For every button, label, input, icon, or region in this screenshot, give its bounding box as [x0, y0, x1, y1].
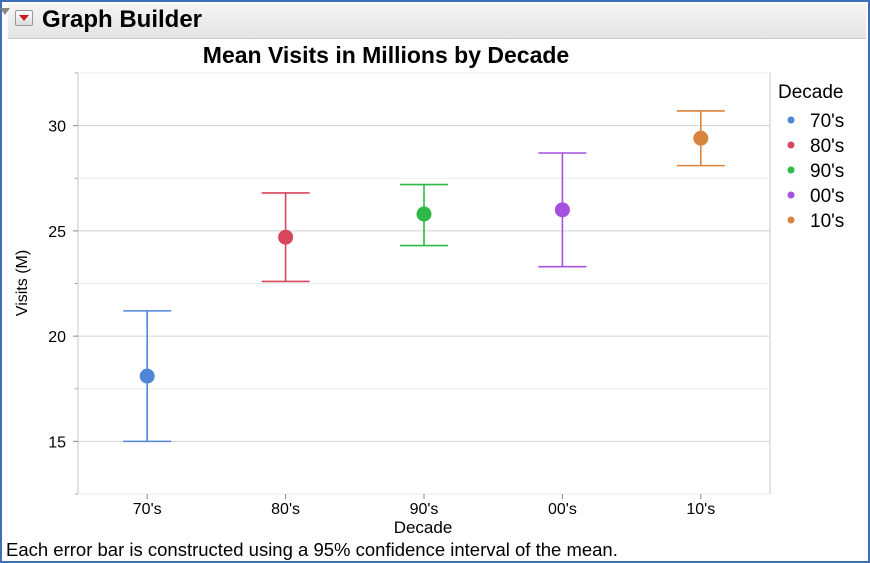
error-bar-90s — [400, 183, 448, 247]
x-tick-label: 10's — [686, 501, 715, 518]
outline-disclosure-icon[interactable] — [0, 8, 10, 15]
graph-builder-header — [8, 4, 866, 39]
legend-label: 70's — [810, 111, 844, 132]
mean-point — [278, 229, 294, 245]
legend-title: Decade — [778, 82, 844, 103]
legend-label: 10's — [810, 211, 844, 232]
y-tick-label: 20 — [48, 329, 66, 346]
y-axis: 15 20 25 30 — [48, 72, 78, 495]
error-bar-70s — [123, 310, 172, 443]
legend-marker — [787, 141, 795, 149]
x-tick-label: 80's — [271, 501, 300, 518]
x-tick-label: 70's — [133, 501, 162, 518]
x-axis-label: Decade — [394, 518, 453, 537]
y-tick-label: 25 — [48, 224, 66, 241]
x-axis: 70's 80's 90's 00's 10's — [133, 494, 715, 518]
y-tick-label: 15 — [48, 434, 66, 451]
legend-label: 80's — [810, 136, 844, 157]
legend-marker — [787, 116, 795, 124]
y-tick-label: 30 — [48, 119, 66, 136]
mean-point — [554, 202, 570, 218]
mean-point — [139, 368, 155, 384]
legend-marker — [787, 191, 795, 199]
legend-marker — [787, 166, 795, 174]
mean-point — [693, 130, 709, 146]
x-tick-label: 90's — [410, 501, 439, 518]
legend-label: 90's — [810, 161, 844, 182]
legend-label: 00's — [810, 186, 844, 207]
error-bar-00s — [538, 152, 587, 268]
red-triangle-menu-icon[interactable] — [15, 10, 33, 26]
error-bar-80s — [261, 192, 310, 283]
legend: 70's 80's 90's 00's 10's — [787, 111, 844, 232]
mean-point — [416, 206, 432, 222]
chart-title: Mean Visits in Millions by Decade — [203, 42, 569, 68]
header-title: Graph Builder — [42, 6, 203, 33]
x-tick-label: 00's — [548, 501, 577, 518]
error-bars — [123, 110, 725, 443]
error-bar-10s — [676, 110, 725, 167]
y-axis-label: Visits (M) — [14, 250, 31, 316]
footnote: Each error bar is constructed using a 95… — [6, 539, 618, 560]
legend-marker — [787, 216, 795, 224]
